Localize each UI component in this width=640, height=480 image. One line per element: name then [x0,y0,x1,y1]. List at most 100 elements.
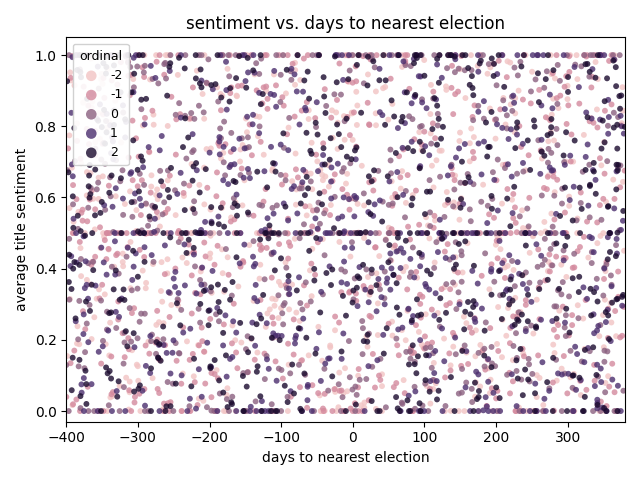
2 [618,207,628,215]
-1 [549,216,559,223]
0 [526,88,536,96]
1 [413,72,424,80]
2 [165,234,175,241]
-1 [358,52,368,60]
0 [415,123,425,131]
2 [413,312,423,320]
2 [161,402,172,410]
0 [451,305,461,313]
-1 [257,99,268,107]
1 [311,345,321,353]
-1 [122,243,132,251]
0 [466,217,476,225]
-2 [412,274,422,282]
-1 [490,116,500,124]
1 [541,407,551,415]
-1 [561,254,571,262]
-1 [342,191,352,199]
-2 [315,392,325,399]
-1 [300,168,310,176]
1 [602,306,612,313]
-1 [232,364,243,372]
1 [520,229,530,237]
2 [332,120,342,128]
2 [605,229,615,237]
-2 [97,70,107,78]
-1 [125,91,135,99]
-2 [212,84,222,91]
2 [310,350,321,358]
2 [84,182,94,190]
0 [213,98,223,106]
2 [391,149,401,157]
1 [398,191,408,199]
2 [413,352,423,360]
0 [224,72,234,80]
-1 [604,57,614,65]
-1 [581,386,591,394]
0 [219,158,229,166]
2 [268,159,278,167]
0 [498,96,508,104]
2 [305,147,316,155]
-2 [85,280,95,288]
-2 [90,226,100,233]
-2 [426,81,436,89]
2 [360,228,371,236]
-2 [344,195,354,203]
1 [368,212,378,220]
-2 [572,51,582,59]
0 [549,302,559,310]
-2 [291,150,301,157]
1 [607,376,618,384]
-1 [99,74,109,82]
-1 [602,402,612,410]
-1 [548,173,559,180]
1 [583,344,593,352]
2 [383,258,394,266]
2 [547,115,557,123]
-2 [262,310,273,317]
-1 [504,369,515,377]
0 [454,390,464,397]
-2 [353,372,364,380]
2 [318,144,328,152]
2 [315,309,325,316]
-2 [293,229,303,237]
-1 [347,194,357,202]
-2 [199,201,209,208]
-1 [282,51,292,59]
0 [279,144,289,152]
0 [460,342,470,349]
0 [281,264,291,272]
-1 [115,229,125,237]
1 [489,176,499,184]
0 [449,186,460,193]
1 [460,384,470,391]
1 [276,141,286,148]
-1 [508,214,518,222]
2 [479,352,490,360]
-2 [403,307,413,314]
2 [380,121,390,129]
-1 [559,254,569,262]
2 [191,159,201,167]
0 [216,134,226,142]
-2 [420,311,431,318]
0 [152,227,163,234]
0 [276,171,286,179]
1 [424,151,435,159]
-2 [564,202,574,210]
-2 [115,382,125,390]
1 [290,335,300,342]
1 [312,98,322,106]
1 [381,279,392,287]
-1 [599,275,609,283]
0 [586,51,596,59]
1 [557,371,567,378]
-2 [492,340,502,348]
0 [561,312,571,319]
1 [100,51,111,59]
-2 [546,51,556,59]
-2 [380,83,390,91]
